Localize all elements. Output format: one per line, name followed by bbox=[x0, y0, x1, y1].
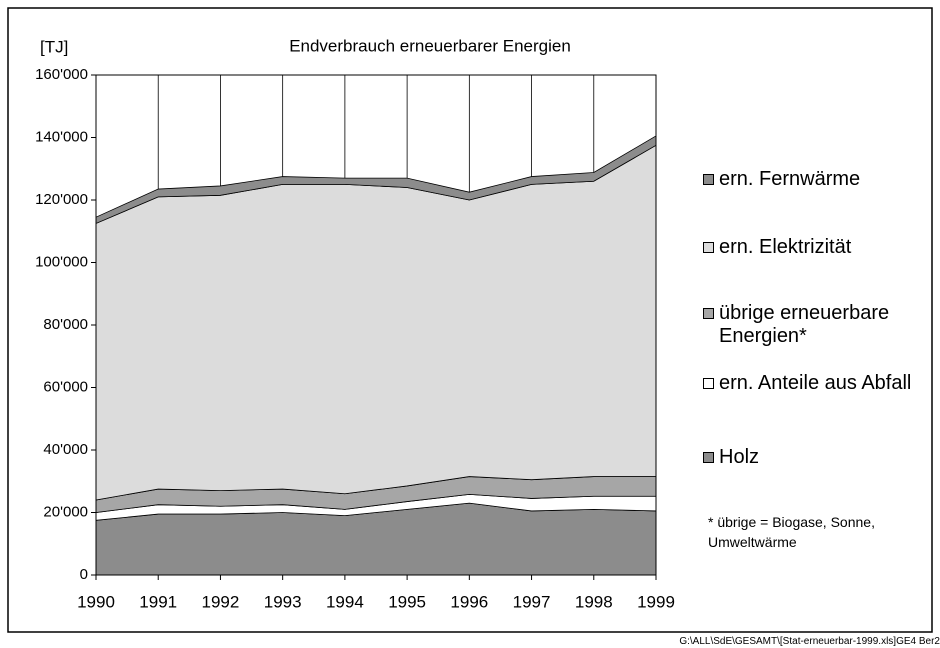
legend-label: ern. Anteile aus Abfall bbox=[719, 372, 912, 394]
x-tick-label: 1991 bbox=[139, 592, 177, 611]
footer: G:\ALL\SdE\GESAMT\[Stat-erneuerbar-1999.… bbox=[679, 636, 940, 647]
x-tick-label: 1992 bbox=[202, 592, 240, 611]
note: * übrige = Biogase, Sonne, Umweltwärme bbox=[708, 514, 875, 550]
legend-item: ern. Anteile aus Abfall bbox=[703, 372, 933, 395]
y-tick-label: 60'000 bbox=[43, 378, 88, 395]
chart-title: Endverbrauch erneuerbarer Energien bbox=[289, 36, 571, 55]
y-tick-label: 0 bbox=[80, 566, 88, 583]
legend-swatch bbox=[703, 378, 714, 389]
x-tick-label: 1990 bbox=[77, 592, 115, 611]
x-tick-label: 1993 bbox=[264, 592, 302, 611]
y-tick-label: 140'000 bbox=[35, 128, 88, 145]
legend-item: ern. Elektrizität bbox=[703, 236, 933, 259]
x-tick-label: 1994 bbox=[326, 592, 364, 611]
x-tick-label: 1998 bbox=[575, 592, 613, 611]
y-tick-label: 20'000 bbox=[43, 503, 88, 520]
legend-item: übrige erneuerbare Energien* bbox=[703, 302, 933, 348]
legend-item: ern. Fernwärme bbox=[703, 168, 933, 191]
y-tick-label: 120'000 bbox=[35, 191, 88, 208]
legend-label: ern. Fernwärme bbox=[719, 168, 861, 190]
area bbox=[95, 144, 657, 501]
x-tick-label: 1999 bbox=[637, 592, 675, 611]
y-tick-label: 80'000 bbox=[43, 316, 88, 333]
x-tick-label: 1996 bbox=[450, 592, 488, 611]
legend-swatch bbox=[703, 242, 714, 253]
legend-swatch bbox=[703, 452, 714, 463]
x-tick-label: 1995 bbox=[388, 592, 426, 611]
legend-item: Holz bbox=[703, 446, 933, 469]
y-axis-label: [TJ] bbox=[40, 37, 68, 56]
y-tick-label: 100'000 bbox=[35, 253, 88, 270]
legend-swatch bbox=[703, 174, 714, 185]
y-tick-label: 40'000 bbox=[43, 441, 88, 458]
frame bbox=[7, 7, 933, 633]
y-tick-label: 160'000 bbox=[35, 66, 88, 83]
legend-label: ern. Elektrizität bbox=[719, 236, 852, 258]
x-tick-label: 1997 bbox=[513, 592, 551, 611]
legend-label: Holz bbox=[719, 446, 760, 468]
legend-swatch bbox=[703, 308, 714, 319]
legend-label: übrige erneuerbare Energien* bbox=[719, 302, 890, 347]
